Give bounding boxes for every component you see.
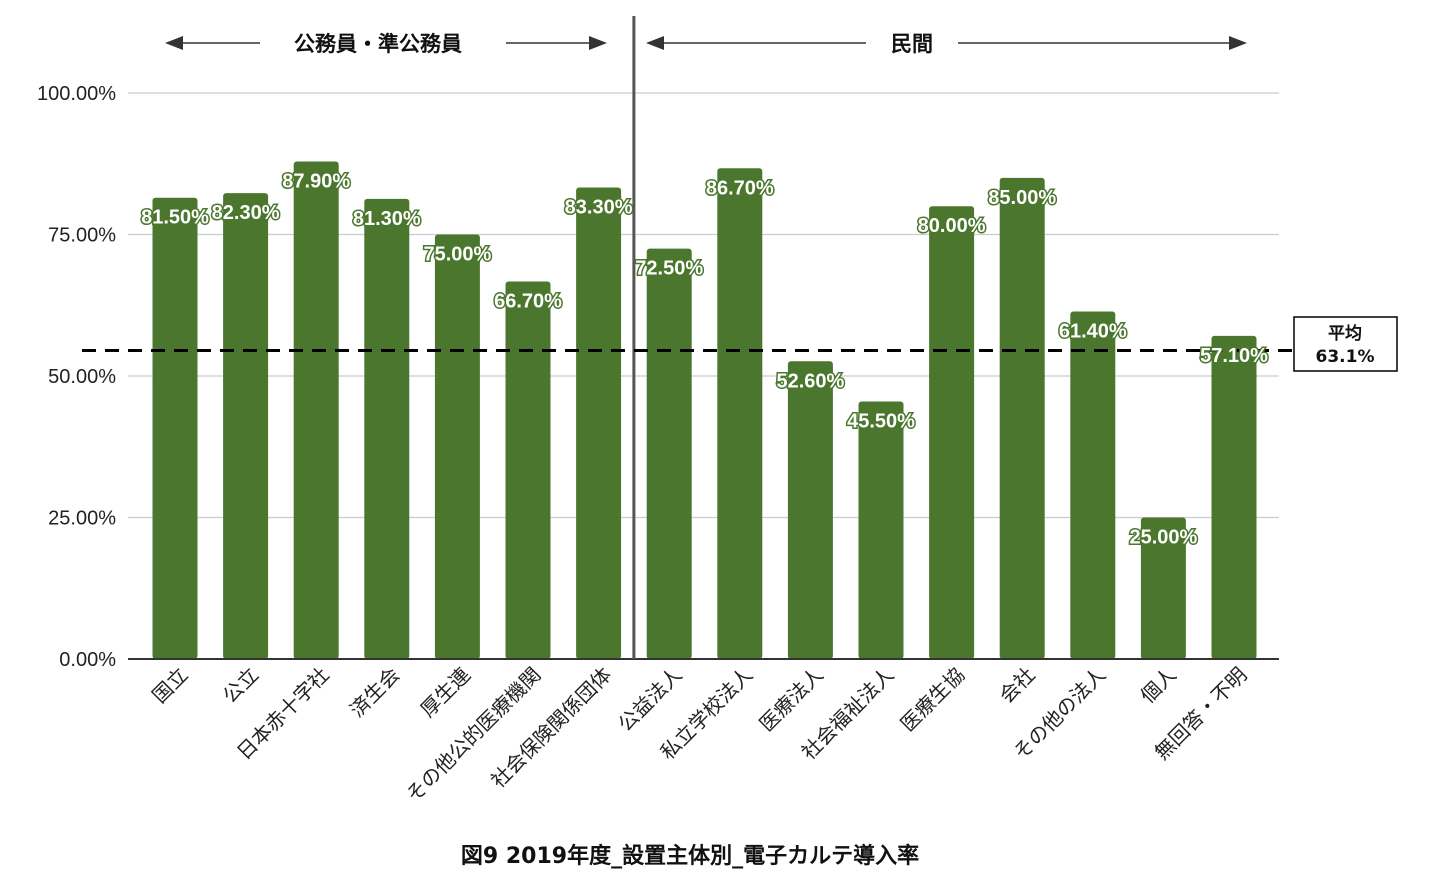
category-label: 医療法人 (754, 663, 828, 737)
bar (1211, 335, 1257, 659)
chart-title: 図9 2019年度_設置主体別_電子カルテ導入率 (460, 844, 920, 869)
data-label: 82.30% (212, 202, 280, 224)
y-tick-label: 25.00% (48, 508, 116, 530)
data-label: 57.10% (1200, 345, 1268, 367)
data-label: 81.50% (141, 207, 209, 229)
data-label: 75.00% (423, 244, 491, 266)
category-label: 公立 (218, 663, 263, 708)
group-label-public: 公務員・準公務員 (294, 32, 462, 56)
data-label: 83.30% (565, 197, 633, 219)
bar (434, 234, 480, 659)
average-box-frame (1293, 316, 1398, 372)
bar (929, 206, 975, 659)
right-arrowhead-private (1229, 36, 1247, 50)
left-arrowhead-public (165, 36, 183, 50)
data-label: 87.90% (282, 170, 350, 192)
data-label: 45.50% (847, 410, 915, 432)
bar (646, 248, 692, 659)
bar (576, 187, 622, 659)
bar (858, 401, 904, 659)
bar (152, 197, 198, 659)
data-label: 80.00% (918, 215, 986, 237)
bar-chart: 0.00% 25.00% 50.00% 75.00% 100.00% 81.50% 82.… (37, 16, 1398, 807)
category-label: 会社 (994, 663, 1039, 708)
group-header-public: 公務員・準公務員 (165, 32, 607, 56)
bar (293, 161, 339, 659)
average-box: 平均 63.1% (1293, 316, 1398, 372)
data-label: 85.00% (988, 187, 1056, 209)
y-tick-label: 50.00% (48, 366, 116, 388)
right-arrowhead-public (589, 36, 607, 50)
data-label: 81.30% (353, 208, 421, 230)
category-label: 国立 (147, 663, 192, 708)
group-header-private: 民間 (646, 32, 1247, 56)
y-tick-label: 100.00% (37, 83, 116, 105)
category-label: 社会保険関係団体 (486, 663, 616, 793)
bar (364, 198, 410, 660)
data-label: 86.70% (706, 177, 774, 199)
category-label: 済生会 (345, 663, 404, 722)
data-label: 61.40% (1059, 320, 1127, 342)
data-labels: 81.50% 82.30%87.90%81.30%75.00% 66.70% 83.3… (140, 169, 1270, 550)
average-value: 63.1% (1316, 347, 1375, 367)
bar (717, 168, 763, 659)
y-tick-label: 75.00% (48, 225, 116, 247)
data-label: 72.50% (635, 258, 703, 280)
left-arrowhead-private (646, 36, 664, 50)
category-label: 公益法人 (613, 663, 687, 737)
data-label: 52.60% (776, 370, 844, 392)
y-axis-tick-labels: 0.00% 25.00% 50.00% 75.00% 100.00% (37, 83, 116, 671)
category-label: 医療生協 (896, 663, 970, 737)
y-tick-label: 0.00% (59, 649, 116, 671)
bar (1070, 311, 1116, 659)
bar (505, 281, 551, 659)
category-label: 個人 (1136, 663, 1181, 708)
data-label: 66.70% (494, 290, 562, 312)
category-label: その他公的医療機関 (401, 663, 545, 807)
bar (223, 193, 269, 659)
bars (152, 161, 1257, 660)
bar (999, 177, 1045, 659)
group-label-private: 民間 (891, 32, 933, 56)
bar (787, 361, 833, 659)
bar (1140, 517, 1186, 659)
average-label: 平均 (1328, 323, 1362, 344)
data-label: 25.00% (1129, 527, 1197, 549)
category-label: 厚生連 (416, 663, 475, 722)
